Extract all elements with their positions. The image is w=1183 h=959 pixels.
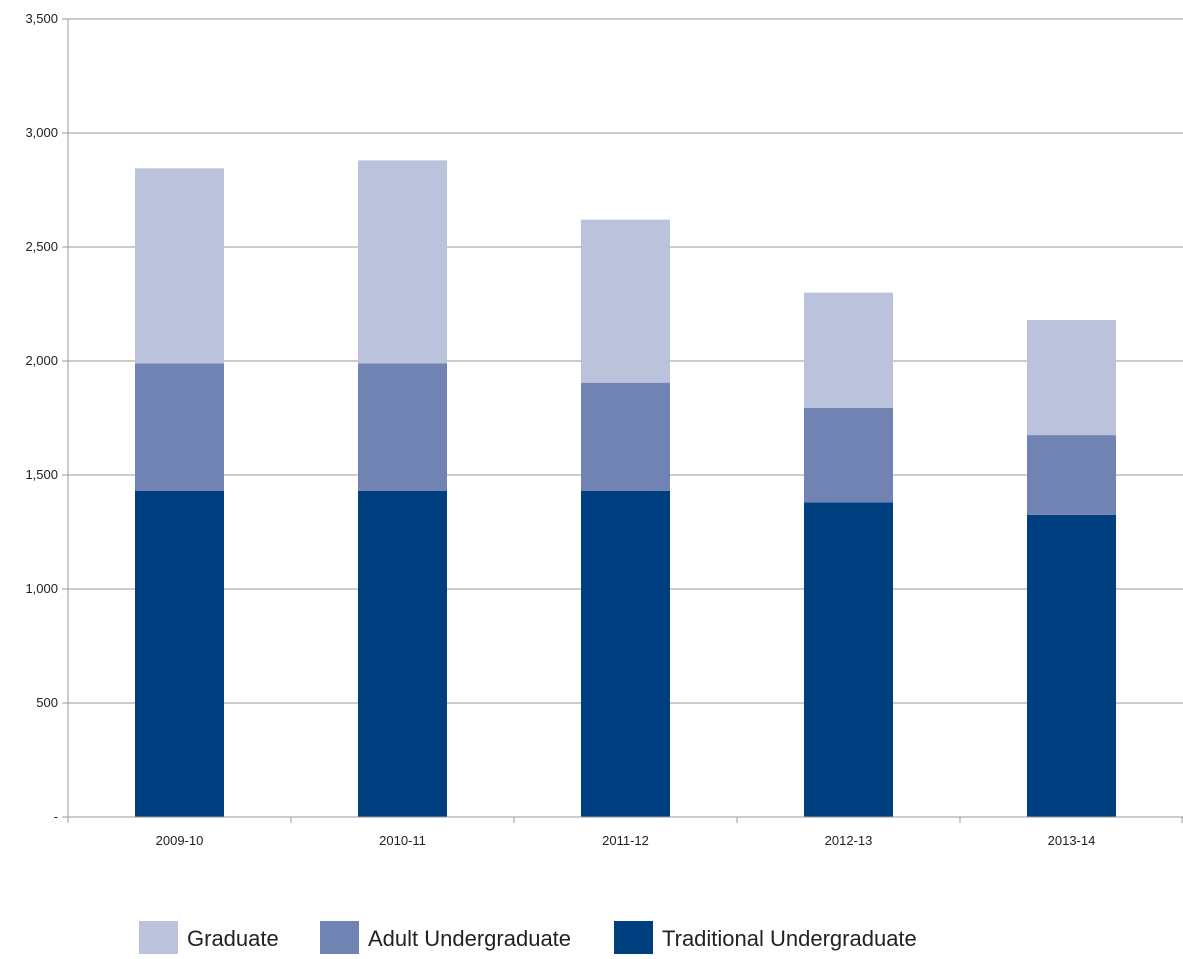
bar-segment bbox=[804, 407, 893, 503]
x-tick-label: 2011-12 bbox=[602, 833, 649, 848]
y-tick-label: 3,500 bbox=[25, 11, 58, 26]
y-tick-label: - bbox=[54, 809, 58, 824]
bar-segment bbox=[581, 490, 670, 817]
y-tick-label: 2,000 bbox=[25, 353, 58, 368]
bar-segment bbox=[135, 168, 224, 364]
x-tick-label: 2012-13 bbox=[825, 833, 873, 848]
bar-segment bbox=[358, 363, 447, 491]
x-tick-label: 2013-14 bbox=[1048, 833, 1096, 848]
x-tick-label: 2010-11 bbox=[379, 833, 426, 848]
bar-segment bbox=[804, 502, 893, 817]
bar-segment bbox=[581, 219, 670, 383]
x-tick-label: 2009-10 bbox=[156, 833, 204, 848]
y-tick-label: 500 bbox=[36, 695, 58, 710]
y-tick-label: 1,500 bbox=[25, 467, 58, 482]
axes: - 500 1,000 1,500 2,000 2,500 3,000 3,500 2009-1… bbox=[25, 11, 1183, 848]
y-tick-label: 3,000 bbox=[25, 125, 58, 140]
legend-label: Adult Undergraduate bbox=[368, 926, 571, 951]
legend-swatch bbox=[320, 921, 359, 955]
bar-segment bbox=[581, 382, 670, 491]
legend-label: Graduate bbox=[187, 926, 279, 951]
y-tick-label: 1,000 bbox=[25, 581, 58, 596]
legend-swatch bbox=[614, 921, 653, 955]
legend-swatch bbox=[139, 921, 178, 955]
legend: Graduate Adult Undergraduate Traditional U… bbox=[139, 921, 917, 955]
bar-segment bbox=[135, 490, 224, 817]
bar-segment bbox=[1027, 514, 1116, 817]
y-tick-label: 2,500 bbox=[25, 239, 58, 254]
bar-segment bbox=[1027, 435, 1116, 515]
bar-segment bbox=[1027, 319, 1116, 436]
bar-segment bbox=[358, 160, 447, 364]
bar-segment bbox=[358, 490, 447, 817]
bars bbox=[135, 160, 1116, 817]
legend-label: Traditional Undergraduate bbox=[662, 926, 917, 951]
bar-segment bbox=[804, 292, 893, 408]
bar-segment bbox=[135, 363, 224, 491]
